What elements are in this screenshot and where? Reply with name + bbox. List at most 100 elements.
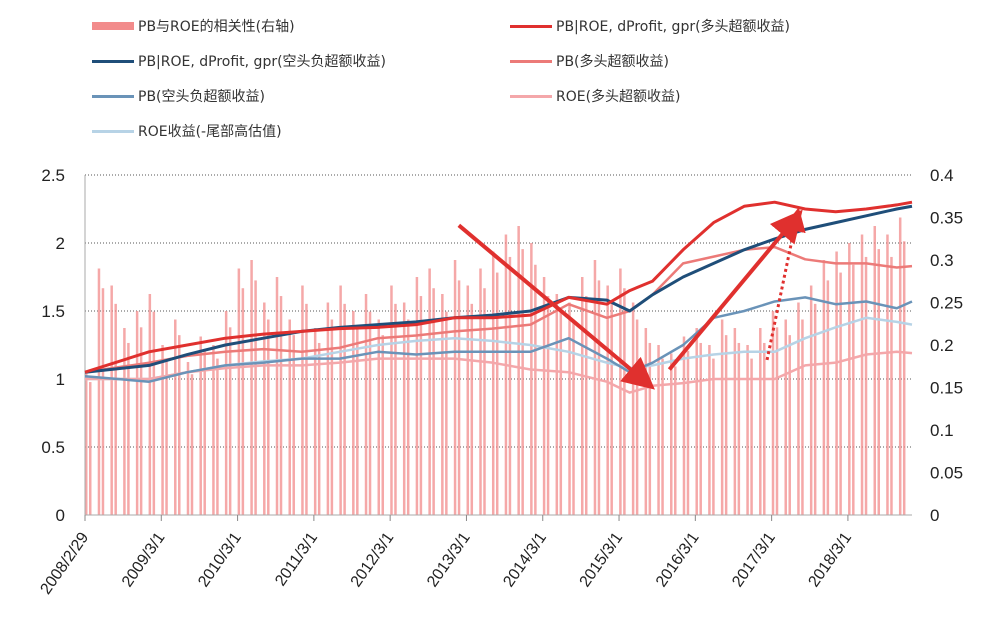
correlation-bar <box>759 328 762 515</box>
correlation-bar <box>737 342 741 515</box>
legend-swatch <box>92 129 134 133</box>
y-left-tick-label: 2.5 <box>41 166 65 185</box>
legend-item-s0: PB|ROE, dProfit, gpr(多头超额收益) <box>510 16 790 36</box>
correlation-bar <box>839 272 842 515</box>
annotation-arrow <box>765 207 806 361</box>
legend-label: PB|ROE, dProfit, gpr(多头超额收益) <box>556 19 791 35</box>
correlation-bar <box>203 350 206 515</box>
correlation-bar <box>241 288 245 515</box>
correlation-bar <box>886 234 889 515</box>
correlation-bar <box>343 303 346 515</box>
correlation-bar <box>85 370 88 515</box>
correlation-bar <box>135 311 139 515</box>
correlation-bar <box>178 335 181 515</box>
correlation-bar <box>263 302 266 515</box>
legend-swatch <box>92 94 134 98</box>
correlation-bar <box>530 243 533 515</box>
y-left-tick-label: 1.5 <box>41 302 65 321</box>
correlation-bar <box>415 277 419 515</box>
correlation-bar <box>495 272 499 515</box>
correlation-bar <box>619 268 622 515</box>
y-right-tick-label: 0.3 <box>930 251 954 270</box>
correlation-bar <box>419 296 423 515</box>
correlation-bar <box>97 268 101 515</box>
correlation-bar <box>275 277 279 515</box>
legend-item-s1: PB|ROE, dProfit, gpr(空头负超额收益) <box>92 51 386 71</box>
legend-item-s2: PB(多头超额收益) <box>510 51 669 71</box>
correlation-bar <box>801 319 804 515</box>
y-right-tick-label: 0.15 <box>930 379 963 398</box>
correlation-bar <box>216 358 219 515</box>
correlation-bar <box>686 350 690 515</box>
correlation-bar <box>674 366 677 515</box>
correlation-bar <box>852 264 855 515</box>
y-right-tick-label: 0.35 <box>930 209 963 228</box>
correlation-bar <box>809 285 813 515</box>
correlation-bar <box>305 303 308 515</box>
y-left-tick-label: 2 <box>56 234 65 253</box>
correlation-bar <box>635 319 639 515</box>
correlation-bar <box>826 280 830 515</box>
annotation-arrow <box>667 209 803 371</box>
correlation-bar <box>521 249 524 515</box>
correlation-bar <box>186 362 190 515</box>
correlation-bar <box>898 217 902 515</box>
correlation-bar <box>813 303 817 515</box>
annotation-arrow <box>457 223 655 390</box>
correlation-bar <box>788 335 791 515</box>
correlation-bar <box>724 335 728 515</box>
legend-swatch <box>92 22 134 30</box>
correlation-bar <box>161 345 164 515</box>
correlation-bar <box>428 268 431 515</box>
correlation-bar <box>356 327 359 515</box>
legend-label: ROE收益(-尾部高估值) <box>138 124 282 140</box>
correlation-bar <box>610 303 613 515</box>
correlation-bar <box>712 358 715 515</box>
x-tick-label: 2014/3/1 <box>500 529 550 590</box>
correlation-bar <box>330 319 334 515</box>
correlation-bar <box>504 234 508 515</box>
correlation-bar <box>873 226 877 515</box>
correlation-bar <box>606 285 609 515</box>
correlation-bar <box>199 336 202 515</box>
series-line <box>84 296 913 383</box>
correlation-bar <box>364 294 368 515</box>
correlation-bar <box>580 277 584 515</box>
x-tick-label: 2015/3/1 <box>577 529 627 590</box>
correlation-bar <box>224 311 228 515</box>
correlation-bar <box>623 288 626 515</box>
correlation-bar <box>114 303 117 515</box>
correlation-bar <box>237 268 241 515</box>
y-right-tick-label: 0.05 <box>930 464 963 483</box>
correlation-bar <box>292 335 295 515</box>
correlation-bar <box>517 226 520 515</box>
correlation-bar <box>597 280 601 515</box>
x-tick-label: 2012/3/1 <box>348 529 398 590</box>
correlation-bar <box>352 311 355 515</box>
correlation-bar <box>733 328 737 515</box>
correlation-bar <box>470 303 474 515</box>
correlation-bar <box>432 288 435 515</box>
x-tick-label: 2013/3/1 <box>424 529 474 590</box>
correlation-bar <box>682 336 686 515</box>
correlation-bar <box>381 335 385 515</box>
y-left-tick-label: 0 <box>56 506 65 525</box>
correlation-bar <box>250 260 253 515</box>
correlation-bar <box>902 241 906 516</box>
legend-label: PB|ROE, dProfit, gpr(空头负超额收益) <box>138 54 387 70</box>
series-line <box>85 350 913 394</box>
correlation-bar <box>267 319 270 515</box>
correlation-bar <box>313 328 317 515</box>
correlation-bar <box>89 382 92 515</box>
x-tick-label: 2008/2/29 <box>38 529 93 597</box>
correlation-bar <box>555 294 559 515</box>
correlation-bar <box>835 251 838 515</box>
correlation-bar <box>368 311 372 515</box>
correlation-bar <box>534 264 537 515</box>
legend-item-s4: ROE(多头超额收益) <box>510 86 681 106</box>
correlation-bar <box>445 311 448 515</box>
correlation-bar <box>890 256 893 515</box>
correlation-bar <box>644 328 648 515</box>
